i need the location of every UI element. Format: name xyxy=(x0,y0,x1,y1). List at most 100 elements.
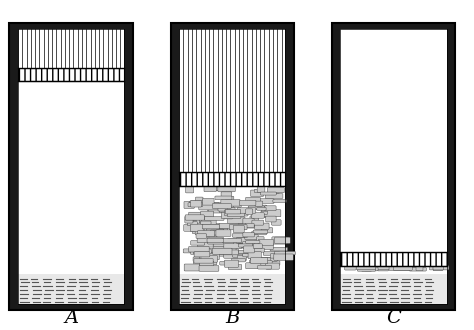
FancyBboxPatch shape xyxy=(221,200,240,206)
Bar xyxy=(171,23,294,310)
FancyBboxPatch shape xyxy=(206,226,219,232)
FancyBboxPatch shape xyxy=(226,210,241,214)
FancyBboxPatch shape xyxy=(232,254,253,257)
FancyBboxPatch shape xyxy=(246,209,253,215)
FancyBboxPatch shape xyxy=(265,194,283,198)
FancyBboxPatch shape xyxy=(198,234,207,240)
FancyBboxPatch shape xyxy=(270,254,286,258)
FancyBboxPatch shape xyxy=(251,232,266,235)
FancyBboxPatch shape xyxy=(202,198,214,205)
FancyBboxPatch shape xyxy=(261,210,281,217)
FancyBboxPatch shape xyxy=(187,221,197,226)
FancyBboxPatch shape xyxy=(243,233,255,237)
Bar xyxy=(18,81,124,274)
FancyBboxPatch shape xyxy=(261,260,272,266)
FancyBboxPatch shape xyxy=(196,248,215,253)
FancyBboxPatch shape xyxy=(216,230,231,236)
FancyBboxPatch shape xyxy=(201,211,214,217)
FancyBboxPatch shape xyxy=(266,216,276,222)
FancyBboxPatch shape xyxy=(245,223,254,227)
FancyBboxPatch shape xyxy=(198,230,214,237)
FancyBboxPatch shape xyxy=(246,248,264,252)
FancyBboxPatch shape xyxy=(185,216,193,223)
FancyBboxPatch shape xyxy=(204,186,216,192)
FancyBboxPatch shape xyxy=(266,263,279,269)
FancyBboxPatch shape xyxy=(196,234,207,238)
FancyBboxPatch shape xyxy=(254,199,274,203)
FancyBboxPatch shape xyxy=(199,266,219,271)
FancyBboxPatch shape xyxy=(219,208,235,213)
FancyBboxPatch shape xyxy=(195,249,211,254)
FancyBboxPatch shape xyxy=(258,265,272,269)
FancyBboxPatch shape xyxy=(225,210,237,216)
FancyBboxPatch shape xyxy=(237,212,248,216)
FancyBboxPatch shape xyxy=(261,228,273,233)
FancyBboxPatch shape xyxy=(216,253,232,256)
FancyBboxPatch shape xyxy=(373,266,393,270)
FancyBboxPatch shape xyxy=(201,256,218,262)
FancyBboxPatch shape xyxy=(409,268,426,271)
FancyBboxPatch shape xyxy=(243,218,254,225)
FancyBboxPatch shape xyxy=(208,205,226,212)
Bar xyxy=(18,274,124,304)
FancyBboxPatch shape xyxy=(252,220,264,225)
Bar xyxy=(18,29,124,68)
FancyBboxPatch shape xyxy=(246,245,260,249)
FancyBboxPatch shape xyxy=(196,229,210,236)
Bar xyxy=(340,274,447,304)
FancyBboxPatch shape xyxy=(243,242,252,248)
FancyBboxPatch shape xyxy=(215,196,232,200)
FancyBboxPatch shape xyxy=(389,264,409,271)
FancyBboxPatch shape xyxy=(228,264,242,270)
FancyBboxPatch shape xyxy=(246,241,260,244)
FancyBboxPatch shape xyxy=(356,264,376,270)
FancyBboxPatch shape xyxy=(255,201,263,206)
Bar xyxy=(18,68,124,81)
FancyBboxPatch shape xyxy=(214,186,221,190)
FancyBboxPatch shape xyxy=(213,240,234,247)
FancyBboxPatch shape xyxy=(205,258,217,265)
Text: B: B xyxy=(225,309,239,327)
FancyBboxPatch shape xyxy=(190,215,197,220)
FancyBboxPatch shape xyxy=(185,215,204,220)
FancyBboxPatch shape xyxy=(191,201,201,207)
FancyBboxPatch shape xyxy=(228,211,245,216)
FancyBboxPatch shape xyxy=(225,249,238,254)
FancyBboxPatch shape xyxy=(267,187,284,193)
FancyBboxPatch shape xyxy=(250,260,259,263)
FancyBboxPatch shape xyxy=(220,261,229,265)
FancyBboxPatch shape xyxy=(260,192,276,195)
FancyBboxPatch shape xyxy=(199,216,211,223)
FancyBboxPatch shape xyxy=(213,241,232,248)
FancyBboxPatch shape xyxy=(245,235,258,240)
FancyBboxPatch shape xyxy=(193,257,205,261)
FancyBboxPatch shape xyxy=(224,251,244,258)
FancyBboxPatch shape xyxy=(236,224,246,229)
FancyBboxPatch shape xyxy=(260,258,270,262)
FancyBboxPatch shape xyxy=(191,218,206,223)
FancyBboxPatch shape xyxy=(195,229,204,235)
FancyBboxPatch shape xyxy=(213,203,233,208)
FancyBboxPatch shape xyxy=(223,250,238,255)
Bar xyxy=(340,29,447,304)
FancyBboxPatch shape xyxy=(262,244,273,249)
FancyBboxPatch shape xyxy=(224,260,238,267)
FancyBboxPatch shape xyxy=(232,234,248,237)
FancyBboxPatch shape xyxy=(228,217,245,224)
FancyBboxPatch shape xyxy=(250,257,266,261)
FancyBboxPatch shape xyxy=(377,268,389,271)
FancyBboxPatch shape xyxy=(243,253,256,257)
FancyBboxPatch shape xyxy=(228,239,240,243)
FancyBboxPatch shape xyxy=(358,265,372,270)
FancyBboxPatch shape xyxy=(241,224,255,228)
FancyBboxPatch shape xyxy=(251,190,264,196)
FancyBboxPatch shape xyxy=(238,250,258,253)
FancyBboxPatch shape xyxy=(190,224,203,231)
FancyBboxPatch shape xyxy=(215,227,228,232)
FancyBboxPatch shape xyxy=(429,266,449,270)
FancyBboxPatch shape xyxy=(218,205,228,211)
FancyBboxPatch shape xyxy=(274,254,293,260)
FancyBboxPatch shape xyxy=(226,212,236,216)
FancyBboxPatch shape xyxy=(357,264,376,271)
FancyBboxPatch shape xyxy=(248,206,264,210)
